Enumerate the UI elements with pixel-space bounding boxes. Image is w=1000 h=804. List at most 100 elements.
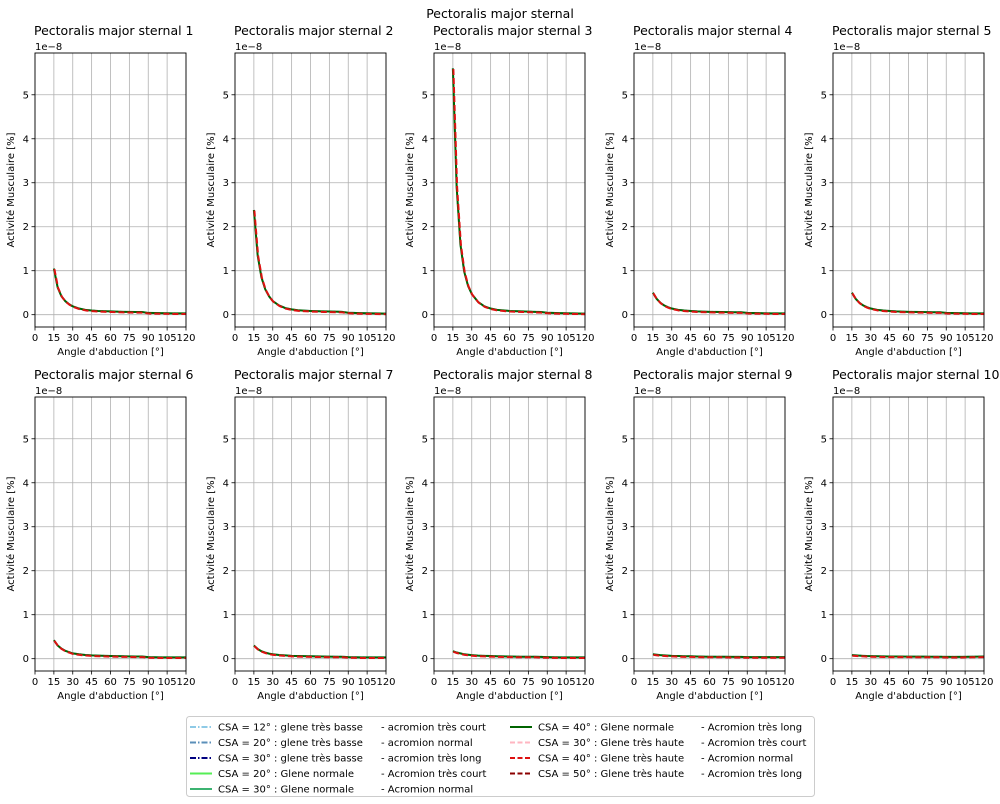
legend-suffix: - Acromion très long bbox=[701, 768, 802, 780]
y-tick-label: 2 bbox=[821, 222, 827, 233]
x-tick-label: 45 bbox=[484, 333, 497, 344]
x-tick-label: 75 bbox=[123, 333, 136, 344]
x-tick-label: 60 bbox=[304, 677, 317, 688]
x-tick-label: 45 bbox=[85, 333, 98, 344]
x-tick-label: 75 bbox=[123, 677, 136, 688]
y-tick-label: 4 bbox=[821, 134, 827, 145]
series-line bbox=[53, 268, 187, 315]
subplot-title: Pectoralis major sternal 8 bbox=[433, 367, 593, 382]
x-tick-label: 0 bbox=[631, 677, 637, 688]
x-tick-label: 120 bbox=[775, 333, 794, 344]
x-tick-label: 0 bbox=[830, 333, 836, 344]
series-line bbox=[452, 68, 586, 316]
y-scale-label: 1e−8 bbox=[434, 386, 461, 397]
legend-label: CSA = 20° : Glene normale bbox=[218, 769, 354, 780]
y-scale-label: 1e−8 bbox=[634, 386, 661, 397]
x-tick-label: 30 bbox=[266, 333, 279, 344]
x-tick-label: 30 bbox=[864, 677, 877, 688]
y-tick-label: 4 bbox=[622, 134, 628, 145]
legend-entry: CSA = 30° : Glene très haute - Acromion t… bbox=[510, 737, 807, 749]
x-tick-label: 60 bbox=[503, 677, 516, 688]
x-tick-label: 90 bbox=[741, 333, 754, 344]
series-line bbox=[53, 639, 186, 659]
series-line bbox=[52, 268, 186, 315]
y-tick-label: 3 bbox=[622, 178, 628, 189]
x-tick-label: 0 bbox=[431, 333, 437, 344]
series-line bbox=[53, 639, 186, 659]
series-line bbox=[652, 292, 786, 315]
x-tick-label: 60 bbox=[104, 677, 117, 688]
y-tick-label: 5 bbox=[23, 434, 29, 445]
x-axis-label: Angle d'abduction [°] bbox=[57, 347, 164, 358]
legend-entry: CSA = 30° : Glene normale - Acromion norm… bbox=[190, 785, 473, 796]
y-tick-label: 1 bbox=[223, 610, 229, 621]
subplot-title: Pectoralis major sternal 4 bbox=[633, 23, 793, 38]
x-tick-label: 105 bbox=[358, 677, 377, 688]
y-tick-label: 2 bbox=[821, 566, 827, 577]
y-tick-label: 2 bbox=[422, 566, 428, 577]
y-tick-label: 3 bbox=[622, 522, 628, 533]
x-tick-label: 75 bbox=[522, 333, 535, 344]
y-axis-label: Activité Musculaire [%] bbox=[404, 132, 416, 247]
series-line bbox=[252, 209, 387, 315]
x-tick-label: 120 bbox=[176, 677, 195, 688]
y-tick-label: 2 bbox=[23, 222, 29, 233]
legend-entry: CSA = 20° : Glene normale - Acromion très… bbox=[190, 768, 487, 780]
legend-entry: CSA = 40° : Glene très haute - Acromion n… bbox=[510, 753, 793, 765]
x-tick-label: 15 bbox=[248, 677, 261, 688]
y-axis-label: Activité Musculaire [%] bbox=[205, 476, 217, 591]
legend-label: CSA = 40° : Glene très haute bbox=[538, 753, 684, 765]
y-tick-label: 1 bbox=[622, 266, 628, 277]
y-tick-label: 4 bbox=[422, 134, 428, 145]
x-tick-label: 60 bbox=[902, 677, 915, 688]
x-tick-label: 120 bbox=[775, 677, 794, 688]
y-tick-label: 0 bbox=[422, 310, 428, 321]
y-tick-label: 1 bbox=[422, 610, 428, 621]
y-scale-label: 1e−8 bbox=[833, 42, 860, 53]
y-tick-label: 4 bbox=[223, 478, 229, 489]
y-tick-label: 5 bbox=[622, 90, 628, 101]
y-axis-label: Activité Musculaire [%] bbox=[803, 132, 815, 247]
x-tick-label: 30 bbox=[465, 677, 478, 688]
y-axis-label: Activité Musculaire [%] bbox=[205, 132, 217, 247]
series-line bbox=[53, 640, 187, 659]
x-axis-label: Angle d'abduction [°] bbox=[456, 347, 563, 358]
x-tick-label: 15 bbox=[248, 333, 261, 344]
y-tick-label: 3 bbox=[821, 522, 827, 533]
series-line bbox=[851, 292, 984, 315]
legend-suffix: - Acromion très court bbox=[701, 737, 807, 749]
x-tick-label: 90 bbox=[541, 677, 554, 688]
x-tick-label: 120 bbox=[974, 677, 993, 688]
y-tick-label: 3 bbox=[422, 178, 428, 189]
x-tick-label: 105 bbox=[956, 333, 975, 344]
x-tick-label: 120 bbox=[376, 677, 395, 688]
x-axis-label: Angle d'abduction [°] bbox=[656, 691, 763, 702]
subplot-title: Pectoralis major sternal 1 bbox=[34, 23, 194, 38]
y-tick-label: 0 bbox=[821, 310, 827, 321]
x-tick-label: 60 bbox=[703, 677, 716, 688]
y-tick-label: 2 bbox=[422, 222, 428, 233]
x-tick-label: 0 bbox=[32, 677, 38, 688]
x-tick-label: 75 bbox=[921, 333, 934, 344]
y-tick-label: 0 bbox=[223, 310, 229, 321]
x-tick-label: 15 bbox=[48, 333, 61, 344]
y-tick-label: 2 bbox=[223, 566, 229, 577]
y-tick-label: 5 bbox=[223, 90, 229, 101]
x-tick-label: 15 bbox=[447, 677, 460, 688]
legend-entry: CSA = 40° : Glene normale - Acromion très… bbox=[510, 722, 802, 734]
x-tick-label: 15 bbox=[48, 677, 61, 688]
series-line bbox=[653, 653, 786, 659]
x-tick-label: 75 bbox=[921, 677, 934, 688]
x-tick-label: 75 bbox=[722, 677, 735, 688]
y-tick-label: 3 bbox=[422, 522, 428, 533]
legend-label: CSA = 30° : Glene très haute bbox=[538, 737, 684, 749]
x-tick-label: 105 bbox=[557, 333, 576, 344]
y-scale-label: 1e−8 bbox=[235, 42, 262, 53]
x-axis-label: Angle d'abduction [°] bbox=[57, 691, 164, 702]
x-axis-label: Angle d'abduction [°] bbox=[855, 691, 962, 702]
series-line bbox=[451, 68, 586, 315]
x-tick-label: 90 bbox=[940, 333, 953, 344]
x-tick-label: 15 bbox=[846, 333, 859, 344]
